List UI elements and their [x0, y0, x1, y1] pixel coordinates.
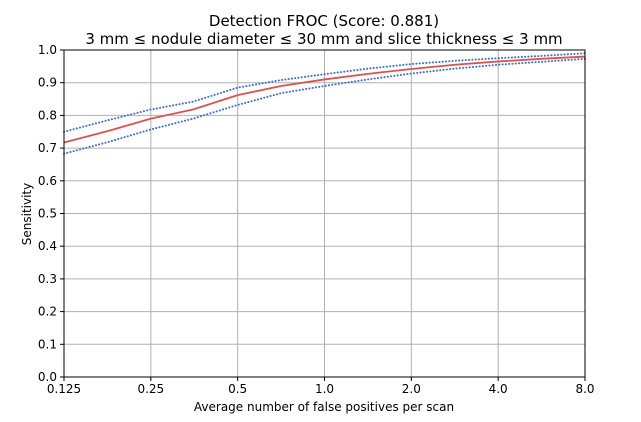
x-tick-label-4: 2.0 [402, 382, 421, 396]
grid [63, 49, 586, 378]
series-upper-ci-line [63, 52, 586, 133]
y-tick-label-5: 0.5 [38, 207, 57, 221]
x-tick-label-5: 4.0 [489, 382, 508, 396]
x-axis-label: Average number of false positives per sc… [194, 400, 454, 414]
y-axis-label: Sensitivity [20, 183, 34, 245]
y-tick-label-1: 0.1 [38, 337, 57, 351]
x-axis-ticks: 0.125 0.25 0.5 1.0 2.0 4.0 8.0 [47, 377, 595, 396]
y-tick-label-6: 0.6 [38, 174, 57, 188]
x-tick-label-6: 8.0 [575, 382, 594, 396]
series-layer [63, 52, 586, 155]
chart-title: Detection FROC (Score: 0.881) [209, 12, 439, 30]
y-tick-label-7: 0.7 [38, 141, 57, 155]
x-tick-label-0: 0.125 [47, 382, 81, 396]
chart-subtitle: 3 mm ≤ nodule diameter ≤ 30 mm and slice… [85, 30, 562, 48]
y-tick-label-3: 0.3 [38, 272, 57, 286]
x-tick-label-1: 0.25 [137, 382, 164, 396]
x-tick-label-3: 1.0 [315, 382, 334, 396]
y-tick-label-10: 1.0 [38, 43, 57, 57]
y-tick-label-4: 0.4 [38, 239, 57, 253]
x-tick-label-2: 0.5 [228, 382, 247, 396]
y-tick-label-9: 0.9 [38, 76, 57, 90]
y-tick-label-2: 0.2 [38, 305, 57, 319]
y-axis-ticks: 0.0 0.1 0.2 0.3 0.4 0.5 0.6 0.7 0.8 0.9 1.0 [38, 43, 64, 384]
y-tick-label-8: 0.8 [38, 108, 57, 122]
y-tick-label-0: 0.0 [38, 370, 57, 384]
series-lower-ci-line [63, 57, 586, 155]
series-froc-line [63, 55, 586, 144]
